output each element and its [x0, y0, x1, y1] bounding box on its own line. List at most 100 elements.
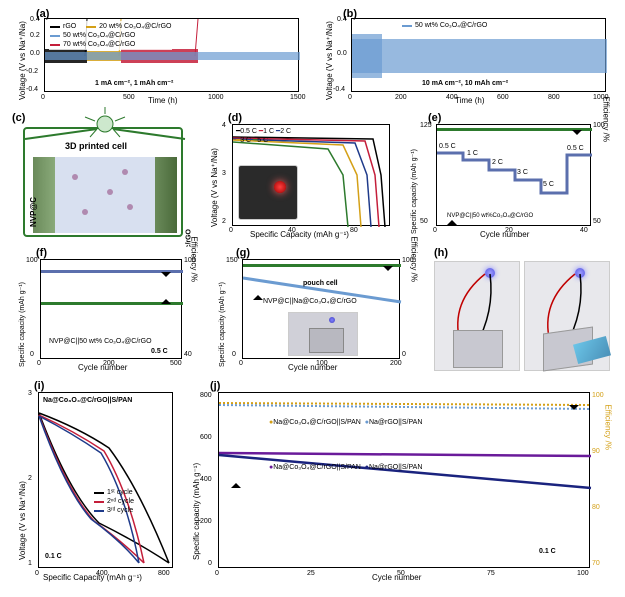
panel-f: (f) Specific capacity (mAh g⁻¹) Efficien…: [8, 247, 203, 375]
panel-f-ylabel: Specific capacity (mAh g⁻¹): [18, 282, 26, 367]
j-y2t1: 80: [592, 504, 600, 511]
panel-a-xlabel: Time (h): [148, 96, 177, 105]
a-yt1: -0.2: [26, 68, 38, 75]
b-xt2: 400: [446, 94, 458, 101]
panel-i: (i) Voltage (V vs Na⁺/Na) Specific Capac…: [8, 380, 178, 585]
e-xt0: 0: [433, 227, 437, 234]
panel-f-svg: [41, 260, 183, 360]
leg-a-2: 50 wt% Co₃O₄@C/rGO: [63, 31, 135, 40]
panel-g-xlabel: Cycle number: [288, 363, 337, 372]
e-r2: 2 C: [492, 159, 503, 166]
pouch-1-icon: [453, 330, 503, 368]
f-xt0: 0: [37, 360, 41, 367]
electrolyte-block: [55, 157, 155, 233]
panel-d-ylabel: Voltage (V vs Na⁺/Na): [210, 148, 219, 227]
g-yt3: 150: [226, 257, 238, 264]
d-yt0: 2: [222, 218, 226, 225]
panel-c-label: (c): [12, 112, 25, 124]
a-yt4: 0.4: [30, 16, 40, 23]
b-xt0: 0: [348, 94, 352, 101]
panel-j-y2label: Efficiency /%: [604, 404, 613, 450]
a-xt0: 0: [41, 94, 45, 101]
panel-b: (b) Voltage (V vs Na⁺/Na) Time (h) 50 wt…: [315, 8, 615, 108]
panel-a: (a) Voltage (V vs Na⁺/Na) Time (h) rGO 2…: [8, 8, 308, 108]
a-yt3: 0.2: [30, 32, 40, 39]
b-yt2: 0.0: [337, 50, 347, 57]
e-cap: NVP@C||50 wt%Co₃O₄@C/rGO: [447, 213, 533, 219]
e-yt3: 125: [420, 122, 432, 129]
j-xt1: 25: [307, 570, 315, 577]
i-xt4: 800: [158, 570, 170, 577]
panel-h-label: (h): [434, 247, 448, 259]
f-yt2: 100: [26, 257, 38, 264]
i-yt2: 3: [28, 390, 32, 397]
ld0: 0.5 C: [240, 128, 257, 135]
i-yt1: 2: [28, 475, 32, 482]
f-xt2: 200: [103, 360, 115, 367]
j-y2t0: 70: [592, 560, 600, 567]
panel-d-label: (d): [228, 112, 242, 124]
panel-d-legend: ━0.5 C ━1 C ━2 C ━3 C ━5 C: [236, 127, 291, 145]
panel-e-svg: [437, 125, 592, 227]
j-yt3: 600: [200, 434, 212, 441]
d-xt0: 0: [229, 227, 233, 234]
b-xt4: 800: [548, 94, 560, 101]
f-y2t2: 100: [184, 257, 196, 264]
ld1: 1 C: [263, 128, 274, 135]
panel-a-chart: rGO 20 wt% Co₃O₄@C/rGO 50 wt% Co₃O₄@C/rG…: [44, 18, 299, 92]
e-xt4: 40: [580, 227, 588, 234]
li2: 3ʳᵈ cycle: [107, 506, 133, 515]
panel-b-legend: 50 wt% Co₃O₄@C/rGO: [402, 21, 487, 30]
panel-e-chart: 0.5 C 1 C 2 C 3 C 5 C 0.5 C NVP@C||50 wt…: [436, 124, 591, 226]
panel-a-cond: 1 mA cm⁻², 1 mAh cm⁻²: [95, 79, 173, 87]
pouch-icon: [309, 328, 344, 353]
e-r0: 0.5 C: [439, 143, 456, 150]
panel-d: (d) Voltage (V vs Na⁺/Na) Specific Capac…: [200, 112, 395, 242]
panel-i-chart: Na@Co₃O₄@C/rGO||S/PAN 1ˢᵗ cycle 2ⁿᵈ cycl…: [38, 392, 173, 568]
lj2: Na@Co₃O₄@C/rGO||S/PAN: [273, 464, 361, 471]
j-y2t3: 100: [592, 392, 604, 399]
panel-d-xlabel: Specific Capacity (mAh g⁻¹): [250, 230, 349, 239]
panel-i-legend: 1ˢᵗ cycle 2ⁿᵈ cycle 3ʳᵈ cycle: [94, 488, 134, 515]
j-yt1: 200: [200, 518, 212, 525]
anode-label: NVP@C: [29, 197, 38, 227]
e-y2t2: 100: [593, 122, 605, 129]
j-yt4: 800: [200, 392, 212, 399]
panel-g: (g) Specific capacity (mAh g⁻¹) Efficien…: [208, 247, 423, 375]
d-yt2: 4: [222, 122, 226, 129]
d-yt1: 3: [222, 170, 226, 177]
panel-g-label: (g): [236, 247, 250, 259]
j-y2t2: 90: [592, 448, 600, 455]
panel-j-legend: ●Na@Co₃O₄@C/rGO||S/PAN ●Na@rGO||S/PAN ●N…: [269, 418, 422, 473]
g-y2t2: 100: [402, 257, 414, 264]
lj0: Na@Co₃O₄@C/rGO||S/PAN: [273, 419, 361, 426]
panel-i-ylabel: Voltage (V vs Na⁺/Na): [18, 481, 27, 560]
panel-g-chart: pouch cell NVP@C||Na@Co₃O₄@C/rGO: [242, 259, 400, 359]
b-xt3: 600: [497, 94, 509, 101]
cell-schematic: 3D printed cell NVP@C 50 wt%Co₃O₄@c/rGO: [23, 127, 183, 237]
cathode-block: [155, 157, 177, 233]
ions-icon: [55, 157, 155, 233]
panel-j: (j) Specific capacity (mAh g⁻¹) Efficien…: [182, 380, 617, 585]
j-rate: 0.1 C: [539, 548, 556, 555]
lj1: Na@rGO||S/PAN: [369, 419, 422, 426]
b-yt4: 0.4: [337, 16, 347, 23]
j-yt0: 0: [208, 560, 212, 567]
panel-c: (c) 3D printed cell NVP@C 50 wt%Co₃O₄@c/…: [8, 112, 193, 242]
f-yt0: 0: [30, 351, 34, 358]
f-rate: 0.5 C: [151, 348, 168, 355]
g-xt4: 200: [390, 360, 402, 367]
d-xt4: 80: [350, 227, 358, 234]
blue-led-small-icon: [329, 317, 335, 323]
j-yt2: 400: [200, 476, 212, 483]
pouch-photo-1: [434, 261, 520, 371]
a-xt1: 500: [123, 94, 135, 101]
panel-h: (h): [430, 247, 615, 375]
j-xt4: 100: [577, 570, 589, 577]
g-xt0: 0: [239, 360, 243, 367]
led-photo-inset: [238, 165, 298, 220]
e-r5: 0.5 C: [567, 145, 584, 152]
e-r4: 5 C: [543, 181, 554, 188]
i-yt0: 1: [28, 560, 32, 567]
e-yt0: 50: [420, 218, 428, 225]
